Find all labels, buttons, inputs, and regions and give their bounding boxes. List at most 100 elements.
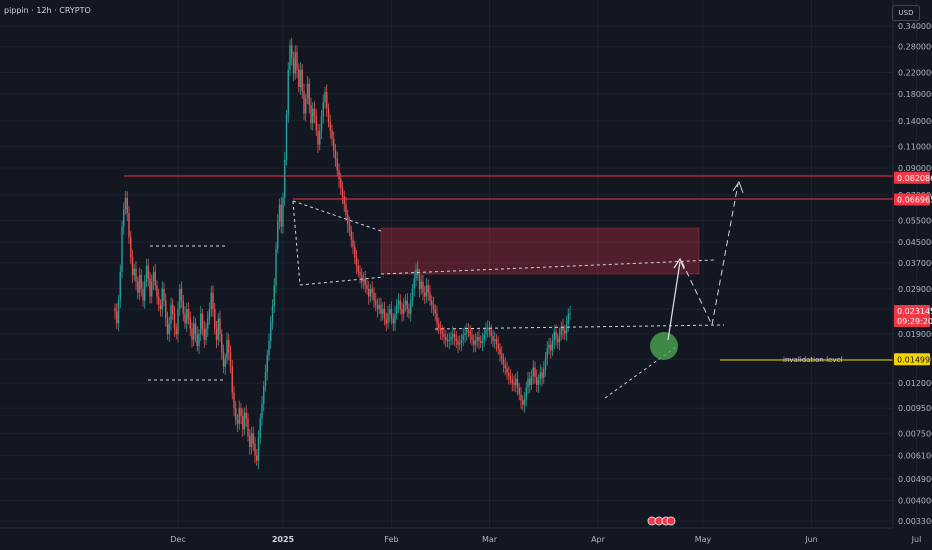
candle-body — [226, 339, 228, 360]
candle-body — [565, 323, 568, 334]
candle-body — [231, 366, 233, 393]
candle-body — [257, 437, 260, 461]
candle-body — [184, 313, 186, 324]
candle-body — [529, 378, 531, 385]
candle-body — [214, 309, 216, 329]
candle-body — [546, 348, 548, 358]
currency-button[interactable]: USD — [892, 5, 920, 21]
time-tick-label: Mar — [482, 535, 498, 544]
candle-body — [320, 116, 323, 132]
candle-body — [539, 372, 541, 380]
candle-body — [208, 309, 211, 319]
candle-body — [422, 281, 424, 293]
level-tag-label: 0.082086 — [897, 174, 932, 183]
candle-body — [242, 416, 244, 430]
candle-body — [205, 328, 207, 340]
neckline[interactable] — [434, 324, 725, 330]
candle-body — [133, 268, 135, 276]
projection-path[interactable] — [681, 183, 739, 327]
candle-body — [487, 327, 489, 330]
candle-body — [179, 288, 181, 310]
candle-body — [236, 419, 239, 424]
candle-body — [151, 281, 153, 297]
candle-body — [364, 278, 366, 286]
level-tag — [894, 193, 930, 206]
candle-body — [161, 288, 163, 310]
candle-body — [348, 224, 351, 231]
projection-arrow-up[interactable] — [667, 261, 681, 341]
candle-body — [289, 45, 291, 70]
candle-body — [228, 339, 230, 353]
candle-body — [411, 288, 414, 301]
candle-body — [345, 204, 347, 215]
candle-body — [312, 108, 314, 124]
candle-body — [182, 300, 184, 314]
candle-body — [355, 257, 358, 266]
candle-body — [457, 341, 459, 345]
candle-body — [131, 257, 134, 276]
invalidation-label: invalidation level — [783, 356, 843, 364]
candle-body — [336, 158, 338, 171]
event-markers[interactable] — [647, 516, 676, 526]
candle-body — [515, 378, 517, 385]
candle-body — [175, 328, 177, 335]
level-tag — [894, 353, 930, 366]
drawings[interactable]: invalidation level — [124, 175, 893, 399]
triangle-lower-line[interactable] — [299, 276, 385, 286]
candle-body — [431, 300, 433, 305]
candle-body — [383, 309, 386, 319]
candle-body — [130, 237, 132, 258]
candle-body — [474, 341, 477, 345]
candle-body — [434, 309, 436, 314]
candle-body — [142, 288, 144, 301]
candle-body — [303, 91, 305, 114]
candle-body — [476, 336, 478, 342]
candle-body — [235, 408, 237, 420]
candle-body — [249, 436, 251, 447]
candle-body — [406, 300, 408, 310]
candle-body — [334, 150, 337, 159]
candle-body — [446, 339, 449, 342]
candle-body — [121, 226, 123, 272]
candles — [114, 37, 571, 470]
entry-zone-circle[interactable] — [650, 332, 678, 360]
candle-body — [499, 348, 501, 354]
candle-body — [315, 115, 317, 131]
candle-body — [501, 353, 503, 360]
candle-body — [119, 271, 121, 301]
candle-body — [558, 335, 561, 343]
candle-body — [418, 275, 421, 289]
supply-zone[interactable] — [380, 227, 700, 275]
candle-body — [387, 313, 389, 324]
candle-body — [530, 376, 533, 385]
event-marker-4[interactable] — [666, 516, 676, 526]
candle-body — [441, 331, 443, 335]
candle-body — [375, 300, 377, 305]
candle-body — [485, 329, 487, 335]
candle-body — [537, 379, 540, 385]
price-tick-label: 0.340000 — [898, 22, 932, 31]
time-axis[interactable]: Dec 2025 Feb Mar Apr May Jun Jul — [170, 535, 921, 544]
triangle-side-line[interactable] — [292, 200, 301, 286]
triangle-upper-line[interactable] — [292, 200, 385, 233]
candle-body — [389, 309, 391, 314]
candle-body — [259, 418, 261, 438]
level-tag-label: 0.066965 — [897, 196, 932, 205]
candle-body — [453, 334, 456, 339]
candle-body — [180, 288, 183, 301]
zone-bottom-trendline[interactable] — [380, 259, 716, 275]
candle-body — [319, 131, 321, 145]
candle-body — [326, 92, 328, 109]
candle-body — [194, 323, 197, 335]
candle-body — [369, 288, 372, 297]
candle-body — [340, 179, 342, 189]
